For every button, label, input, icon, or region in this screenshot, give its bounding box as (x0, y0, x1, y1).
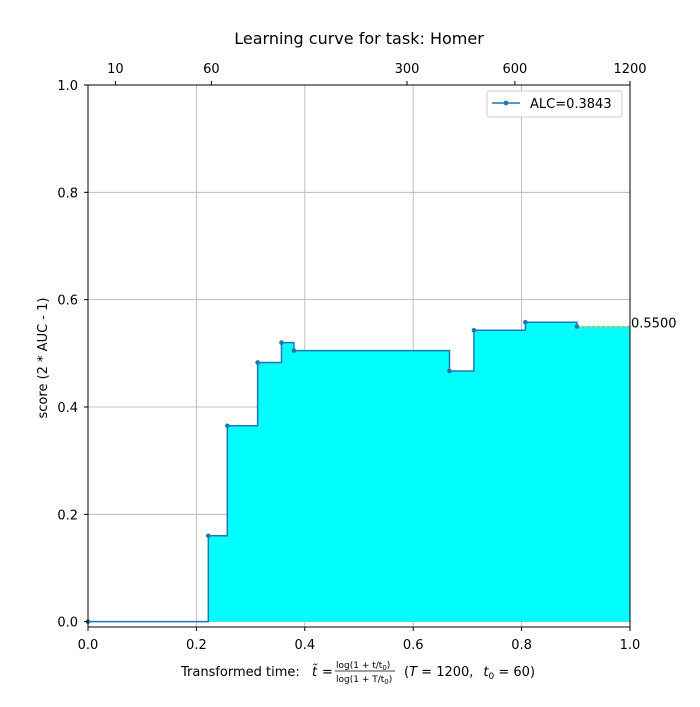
y-tick-label: 1.0 (57, 79, 78, 94)
y-axis-label: score (2 * AUC - 1) (36, 298, 51, 419)
top-axis-ticks: 10 60 300 600 1200 (107, 62, 647, 85)
y-tick-label: 0.4 (57, 401, 78, 416)
top-tick-label: 600 (502, 62, 527, 77)
series-point (206, 533, 211, 539)
series-line (88, 321, 630, 623)
chart-title: Learning curve for task: Homer (234, 29, 484, 48)
top-tick-label: 10 (107, 62, 124, 77)
x-axis-label-numerator: log(1 + t/t0) (336, 661, 390, 672)
final-value-label: 0.5500 (631, 316, 677, 331)
x-tick-label: 1.0 (620, 638, 641, 653)
y-tick-label: 0.2 (57, 508, 78, 523)
x-axis-label-params: (T = 1200, t0 = 60) (404, 665, 535, 682)
top-tick-label: 60 (203, 62, 220, 77)
x-axis-label: Transformed time: t̃ = log(1 + t/t0) log… (180, 661, 535, 686)
area-fill (88, 322, 630, 622)
series-point (291, 348, 297, 353)
area-fill-region (88, 322, 630, 622)
series-point (574, 324, 580, 329)
series-point (471, 327, 477, 333)
plot-frame (87, 84, 631, 628)
top-tick-label: 1200 (613, 62, 646, 77)
x-axis-label-prefix: Transformed time: (180, 665, 300, 680)
series-points (85, 319, 580, 624)
x-axis-label-equals: = (322, 665, 333, 680)
x-axis-ticks: 0.0 0.2 0.4 0.6 0.8 1.0 (78, 627, 641, 653)
x-tick-label: 0.8 (511, 638, 532, 653)
x-tick-label: 0.4 (294, 638, 315, 653)
series-point (279, 340, 284, 345)
y-axis-ticks: 0.0 0.2 0.4 0.6 0.8 1.0 (57, 79, 88, 631)
x-axis-label-ttilde: t̃ (312, 665, 318, 680)
legend-entry-label: ALC=0.3843 (530, 97, 612, 112)
x-axis-label-denominator: log(1 + T/t0) (336, 675, 392, 686)
series-point (224, 423, 230, 429)
x-tick-label: 0.2 (186, 638, 207, 653)
y-tick-label: 0.0 (57, 616, 78, 631)
y-tick-label: 0.6 (57, 294, 78, 309)
legend-box (486, 90, 623, 118)
series-point (255, 360, 260, 365)
y-tick-label: 0.8 (57, 186, 78, 201)
series-point (447, 368, 452, 374)
top-tick-label: 300 (395, 62, 420, 77)
series-step-line (88, 321, 578, 623)
legend: ALC=0.3843 (486, 90, 623, 118)
legend-marker (503, 100, 509, 106)
x-tick-label: 0.0 (78, 638, 99, 653)
x-tick-label: 0.6 (403, 638, 424, 653)
series-point (523, 319, 528, 325)
